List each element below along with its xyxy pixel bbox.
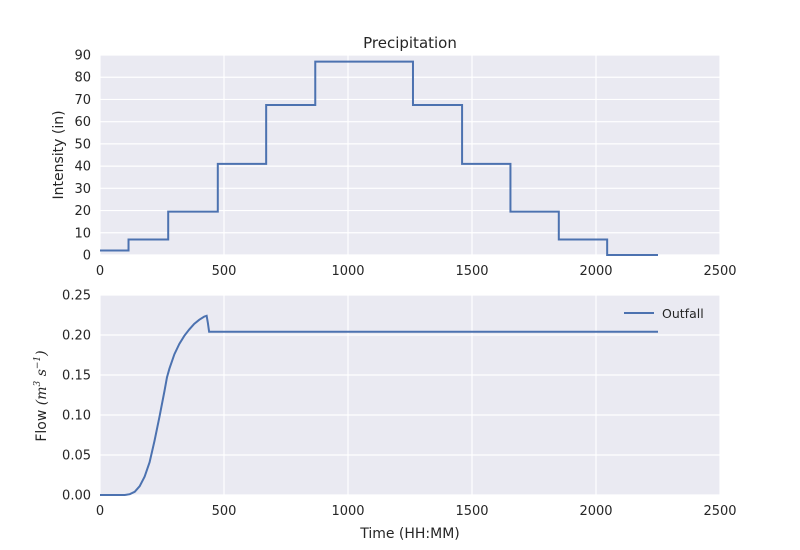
y-tick-label: 0.00 bbox=[62, 489, 91, 504]
y-tick-label: 10 bbox=[74, 226, 91, 241]
flow-plot-area bbox=[100, 295, 720, 495]
y-tick-label: 0.20 bbox=[62, 329, 91, 344]
precipitation-title: Precipitation bbox=[363, 34, 457, 52]
x-tick-label: 500 bbox=[212, 264, 237, 279]
flow-y-axis-label: Flow (m3 s−1) bbox=[33, 350, 50, 441]
flow-gridlines bbox=[99, 294, 721, 496]
precipitation-gridlines bbox=[99, 54, 721, 256]
y-tick-label: 0.25 bbox=[62, 289, 91, 304]
precipitation-series-line bbox=[100, 60, 658, 256]
flow-series bbox=[100, 314, 658, 496]
y-tick-label: 80 bbox=[74, 71, 91, 86]
x-tick-label: 2000 bbox=[579, 264, 612, 279]
y-tick-label: 90 bbox=[74, 49, 91, 64]
flow-legend: Outfall bbox=[624, 306, 704, 321]
flow-y-axis-label-sup-neg1: −1 bbox=[33, 356, 43, 369]
flow-y-axis-label-unit-m: (m bbox=[34, 386, 50, 405]
y-tick-label: 0.10 bbox=[62, 409, 91, 424]
precipitation-x-tick-labels: 0 500 1000 1500 2000 2500 bbox=[96, 264, 737, 279]
precipitation-chart: 0 500 1000 1500 2000 2500 0 10 20 30 40 50 60 70 80 90… bbox=[51, 34, 737, 279]
flow-chart: 0 500 1000 1500 2000 2500 0.00 0.05 0.10 0.15 0.2… bbox=[33, 289, 737, 543]
y-tick-label: 0.05 bbox=[62, 449, 91, 464]
y-tick-label: 30 bbox=[74, 182, 91, 197]
legend-label-outfall: Outfall bbox=[662, 306, 704, 321]
flow-x-tick-labels: 0 500 1000 1500 2000 2500 bbox=[96, 504, 737, 519]
precipitation-plot-area bbox=[100, 55, 720, 255]
x-tick-label: 1500 bbox=[455, 264, 488, 279]
x-tick-label: 1500 bbox=[455, 504, 488, 519]
precipitation-y-axis-label: Intensity (in) bbox=[51, 110, 67, 199]
y-tick-label: 70 bbox=[74, 93, 91, 108]
y-tick-label: 60 bbox=[74, 115, 91, 130]
outfall-series-line bbox=[100, 314, 658, 496]
x-tick-label: 2500 bbox=[703, 504, 736, 519]
flow-y-axis-label-sup-3: 3 bbox=[33, 380, 43, 386]
x-tick-label: 1000 bbox=[331, 264, 364, 279]
flow-y-axis-label-text: Flow bbox=[34, 405, 50, 441]
flow-y-axis-label-close: ) bbox=[34, 350, 50, 356]
precipitation-y-tick-labels: 0 10 20 30 40 50 60 70 80 90 bbox=[74, 49, 91, 264]
x-tick-label: 2500 bbox=[703, 264, 736, 279]
precipitation-series bbox=[100, 60, 658, 256]
y-tick-label: 0 bbox=[83, 249, 91, 264]
flow-y-tick-labels: 0.00 0.05 0.10 0.15 0.20 0.25 bbox=[62, 289, 91, 504]
y-tick-label: 40 bbox=[74, 160, 91, 175]
x-tick-label: 0 bbox=[96, 504, 104, 519]
x-tick-label: 1000 bbox=[331, 504, 364, 519]
x-tick-label: 500 bbox=[212, 504, 237, 519]
x-tick-label: 0 bbox=[96, 264, 104, 279]
flow-y-axis-label-unit-s: s bbox=[34, 369, 50, 381]
y-tick-label: 0.15 bbox=[62, 369, 91, 384]
y-tick-label: 20 bbox=[74, 204, 91, 219]
flow-x-axis-label: Time (HH:MM) bbox=[359, 526, 460, 542]
y-tick-label: 50 bbox=[74, 137, 91, 152]
x-tick-label: 2000 bbox=[579, 504, 612, 519]
